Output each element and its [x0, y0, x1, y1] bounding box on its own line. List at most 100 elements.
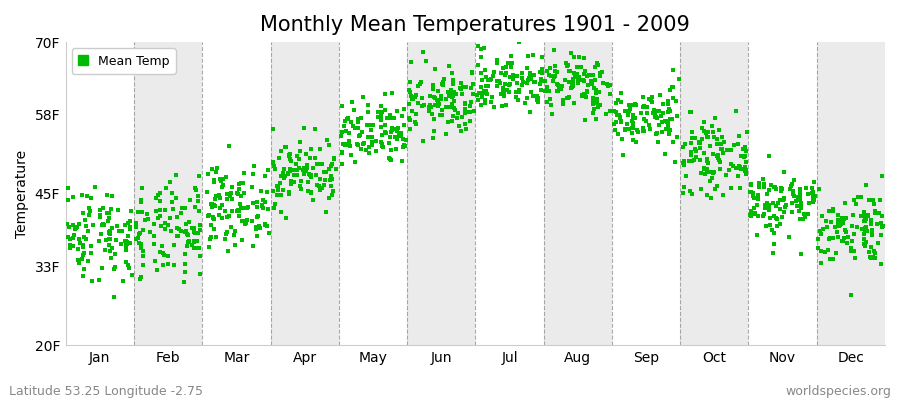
- Point: [343, 142, 357, 149]
- Point: [359, 147, 374, 154]
- Point: [92, 276, 106, 283]
- Point: [522, 70, 536, 76]
- Point: [357, 140, 372, 146]
- Point: [458, 101, 473, 108]
- Point: [408, 94, 422, 100]
- Point: [712, 127, 726, 134]
- Point: [533, 69, 547, 75]
- Point: [102, 242, 116, 248]
- Point: [296, 167, 310, 173]
- Point: [158, 226, 172, 232]
- Point: [593, 102, 608, 108]
- Point: [861, 212, 876, 218]
- Point: [395, 113, 410, 119]
- Point: [245, 218, 259, 224]
- Point: [498, 72, 512, 78]
- Point: [626, 121, 640, 127]
- Point: [317, 168, 331, 175]
- Point: [570, 64, 584, 70]
- Point: [268, 201, 283, 207]
- Point: [303, 146, 318, 152]
- Point: [576, 71, 590, 78]
- Point: [761, 153, 776, 159]
- Point: [483, 77, 498, 83]
- Point: [587, 106, 601, 112]
- Point: [651, 108, 665, 114]
- Point: [463, 118, 477, 124]
- Point: [806, 191, 820, 197]
- Point: [385, 124, 400, 131]
- Point: [385, 90, 400, 96]
- Point: [777, 169, 791, 176]
- Point: [438, 131, 453, 138]
- Point: [352, 132, 366, 139]
- Point: [403, 117, 418, 124]
- Point: [83, 208, 97, 214]
- Point: [119, 238, 133, 244]
- Point: [873, 197, 887, 204]
- Point: [566, 54, 580, 60]
- Point: [454, 80, 469, 86]
- Bar: [544, 42, 612, 346]
- Point: [404, 93, 419, 100]
- Point: [182, 219, 196, 226]
- Point: [395, 144, 410, 150]
- Point: [637, 116, 652, 123]
- Point: [180, 243, 194, 249]
- Point: [502, 82, 517, 88]
- Point: [765, 200, 779, 206]
- Point: [626, 118, 640, 124]
- Point: [835, 215, 850, 221]
- Point: [731, 173, 745, 179]
- Point: [544, 102, 558, 108]
- Point: [714, 146, 728, 152]
- Point: [435, 112, 449, 118]
- Point: [508, 93, 523, 100]
- Point: [707, 115, 722, 122]
- Point: [201, 171, 215, 178]
- Point: [850, 201, 864, 208]
- Point: [737, 168, 751, 174]
- Point: [149, 195, 164, 202]
- Point: [793, 193, 807, 200]
- Point: [374, 108, 389, 115]
- Point: [719, 172, 733, 178]
- Point: [82, 212, 96, 218]
- Point: [590, 100, 605, 106]
- Point: [847, 248, 861, 254]
- Point: [151, 192, 166, 198]
- Point: [772, 197, 787, 204]
- Point: [496, 64, 510, 71]
- Point: [85, 250, 99, 256]
- Point: [235, 237, 249, 243]
- Point: [241, 203, 256, 210]
- Point: [530, 97, 544, 104]
- Point: [294, 185, 309, 192]
- Point: [876, 223, 890, 230]
- Point: [384, 129, 399, 136]
- Point: [661, 119, 675, 125]
- Point: [705, 123, 719, 129]
- Point: [240, 205, 255, 211]
- Point: [554, 86, 569, 92]
- Point: [254, 188, 268, 194]
- Point: [292, 148, 307, 154]
- Point: [864, 216, 878, 223]
- Point: [710, 136, 724, 142]
- Point: [793, 216, 807, 222]
- Point: [415, 102, 429, 109]
- Point: [617, 126, 632, 132]
- Point: [530, 93, 544, 100]
- Point: [244, 184, 258, 190]
- Point: [106, 294, 121, 300]
- Point: [453, 85, 467, 91]
- Point: [544, 111, 559, 118]
- Point: [207, 202, 221, 208]
- Point: [335, 148, 349, 155]
- Point: [238, 220, 253, 226]
- Point: [746, 193, 760, 199]
- Point: [272, 155, 286, 162]
- Point: [859, 239, 873, 245]
- Point: [743, 182, 758, 188]
- Point: [538, 78, 553, 85]
